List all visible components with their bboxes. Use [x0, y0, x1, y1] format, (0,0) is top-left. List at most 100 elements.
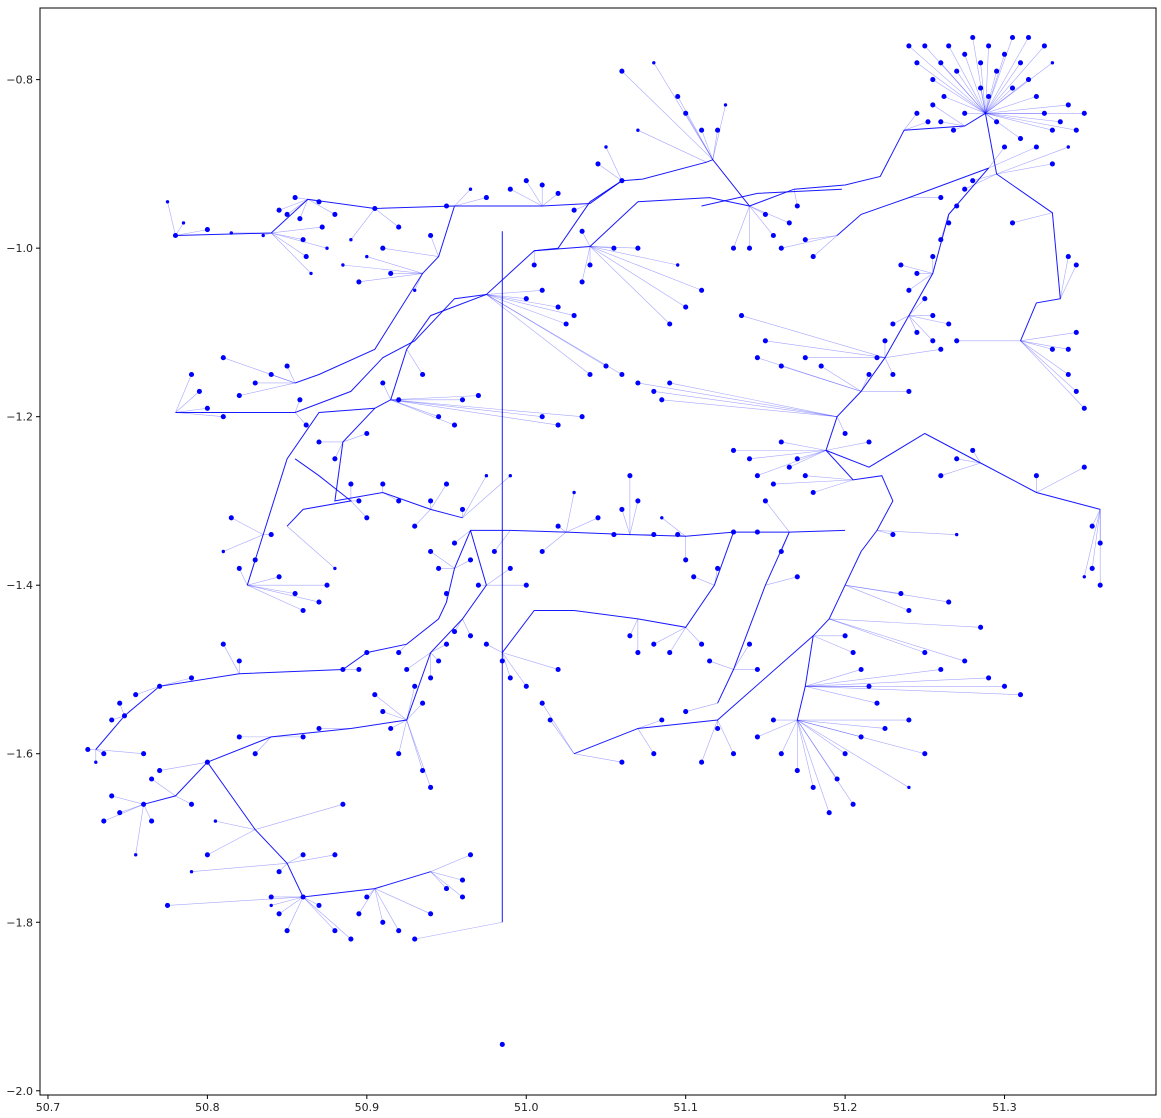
- branch-edge: [712, 130, 718, 160]
- data-point: [906, 43, 912, 49]
- data-point: [121, 713, 128, 719]
- branch-edge: [884, 348, 941, 358]
- branch-edge: [985, 45, 989, 114]
- branch-edge: [565, 517, 599, 533]
- data-point: [683, 709, 689, 715]
- branch-edge: [829, 618, 925, 653]
- data-point: [938, 60, 944, 66]
- branch-edge: [773, 479, 854, 485]
- data-point: [604, 145, 608, 149]
- data-point: [635, 380, 641, 386]
- branch-edge: [430, 551, 455, 569]
- data-point: [412, 936, 418, 942]
- data-point: [579, 279, 585, 285]
- data-point: [866, 371, 872, 378]
- branch-edge: [406, 652, 431, 670]
- branch-edge: [271, 232, 307, 257]
- data-point: [906, 607, 912, 614]
- data-point: [683, 557, 689, 563]
- data-point: [276, 207, 282, 213]
- data-point: [890, 371, 896, 378]
- branch-edge: [278, 896, 304, 915]
- branch-edge: [948, 45, 986, 114]
- data-point: [420, 700, 426, 706]
- branch-edge: [985, 104, 1069, 114]
- branch-edge: [908, 315, 918, 333]
- branch-edge: [805, 677, 989, 687]
- data-point: [268, 371, 274, 378]
- data-point: [94, 760, 98, 764]
- y-tick-label: −1.4: [6, 579, 33, 592]
- data-point: [228, 515, 234, 521]
- data-point: [443, 591, 450, 597]
- data-point: [428, 784, 434, 790]
- branch-edge: [714, 568, 718, 586]
- branch-edge: [908, 315, 949, 325]
- data-point: [794, 203, 800, 209]
- branch-edge: [430, 871, 463, 898]
- data-point: [1097, 540, 1103, 546]
- data-point: [396, 498, 402, 504]
- data-point: [451, 629, 458, 635]
- data-point: [1081, 464, 1087, 470]
- branch-edge: [215, 820, 256, 830]
- branch-edge: [805, 235, 838, 241]
- branch-edge: [247, 584, 304, 611]
- data-point: [484, 474, 489, 478]
- branch-edge: [805, 475, 854, 481]
- data-point: [303, 254, 309, 260]
- data-point: [364, 894, 370, 900]
- branch-edge: [797, 719, 830, 813]
- branch-edge: [390, 399, 543, 417]
- data-point: [523, 296, 529, 302]
- data-point: [770, 717, 776, 723]
- data-point: [467, 852, 474, 858]
- data-point: [1089, 523, 1095, 529]
- branch-edge: [845, 584, 901, 594]
- data-point: [555, 190, 561, 196]
- data-point: [300, 852, 306, 858]
- branch-edge: [565, 492, 575, 533]
- data-point: [754, 355, 760, 361]
- branch-edge: [829, 618, 965, 662]
- data-point: [316, 599, 322, 605]
- data-point: [715, 565, 721, 571]
- branch-edge: [884, 357, 894, 375]
- branch-edge: [765, 500, 790, 533]
- branch-edge: [382, 382, 392, 400]
- data-point: [651, 751, 657, 757]
- data-point: [364, 430, 370, 437]
- data-point: [930, 102, 936, 108]
- data-point: [651, 532, 657, 538]
- data-point: [252, 751, 258, 757]
- branch-edge: [741, 315, 886, 358]
- data-point: [950, 127, 957, 133]
- branch-edge: [749, 450, 827, 460]
- data-point: [962, 51, 968, 57]
- branch-edge: [271, 226, 323, 234]
- data-point: [499, 1041, 505, 1047]
- trunk-edge-9: [825, 167, 989, 502]
- branch-edge: [797, 719, 886, 729]
- branch-edge: [637, 728, 655, 754]
- data-point: [922, 751, 928, 757]
- data-point: [133, 692, 139, 698]
- data-point: [356, 498, 362, 504]
- branch-edge: [829, 618, 981, 628]
- data-point: [523, 683, 529, 689]
- branch-edge: [390, 399, 455, 426]
- branch-edge: [573, 203, 591, 211]
- data-point: [890, 532, 896, 538]
- branch-edge: [302, 896, 336, 931]
- branch-edge: [712, 104, 726, 160]
- branch-edge: [486, 294, 607, 367]
- branch-edge: [637, 382, 838, 417]
- branch-edge: [836, 416, 846, 434]
- branch-edge: [904, 121, 929, 131]
- branch-edge: [159, 761, 208, 771]
- data-point: [491, 548, 497, 555]
- branch-edge: [985, 54, 1005, 114]
- trunk-edge-16: [717, 531, 790, 704]
- branch-edge: [908, 298, 926, 316]
- branch-edge: [286, 854, 304, 864]
